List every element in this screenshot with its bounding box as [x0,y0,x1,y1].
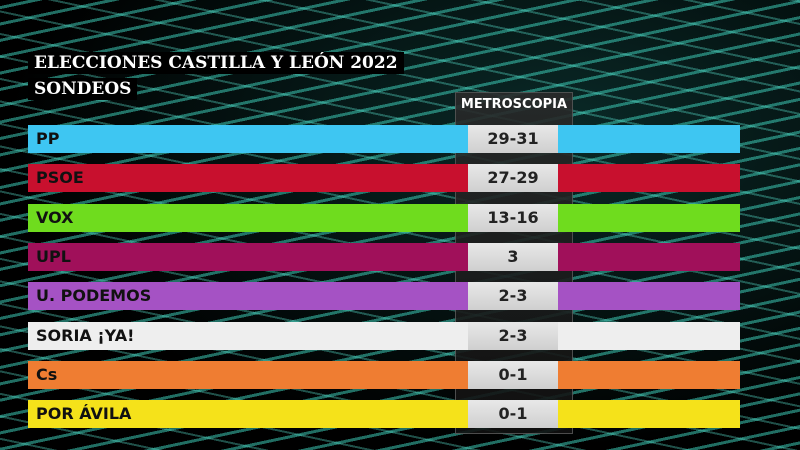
party-row: PP 29-31 [28,125,740,153]
seat-range: 0-1 [468,360,558,389]
party-label: PSOE [36,168,84,188]
party-row: SORIA ¡YA! 2-3 [28,321,740,350]
seat-range: 2-3 [468,282,558,311]
party-label: POR ÁVILA [36,404,132,424]
party-label: PP [36,129,60,148]
seat-range: 29-31 [468,125,558,153]
pollster-header: METROSCOPIA [460,97,568,112]
graphic-title: ELECCIONES CASTILLA Y LEÓN 2022 [28,52,404,74]
seat-range: 13-16 [468,203,558,232]
seat-range: 2-3 [468,321,558,350]
party-row: U. PODEMOS 2-3 [28,282,740,311]
party-row: POR ÁVILA 0-1 [28,400,740,429]
party-row: UPL 3 [28,242,740,271]
party-row: PSOE 27-29 [28,164,740,193]
graphic-subtitle: SONDEOS [28,78,138,100]
party-label: SORIA ¡YA! [36,325,135,345]
seat-range: 27-29 [468,164,558,193]
seat-range: 0-1 [468,400,558,429]
party-row: VOX 13-16 [28,203,740,232]
party-label: Cs [36,364,58,384]
party-label: VOX [36,207,74,227]
party-label: UPL [36,246,71,266]
party-label: U. PODEMOS [36,286,152,306]
party-row: Cs 0-1 [28,360,740,389]
seat-range: 3 [468,242,558,271]
